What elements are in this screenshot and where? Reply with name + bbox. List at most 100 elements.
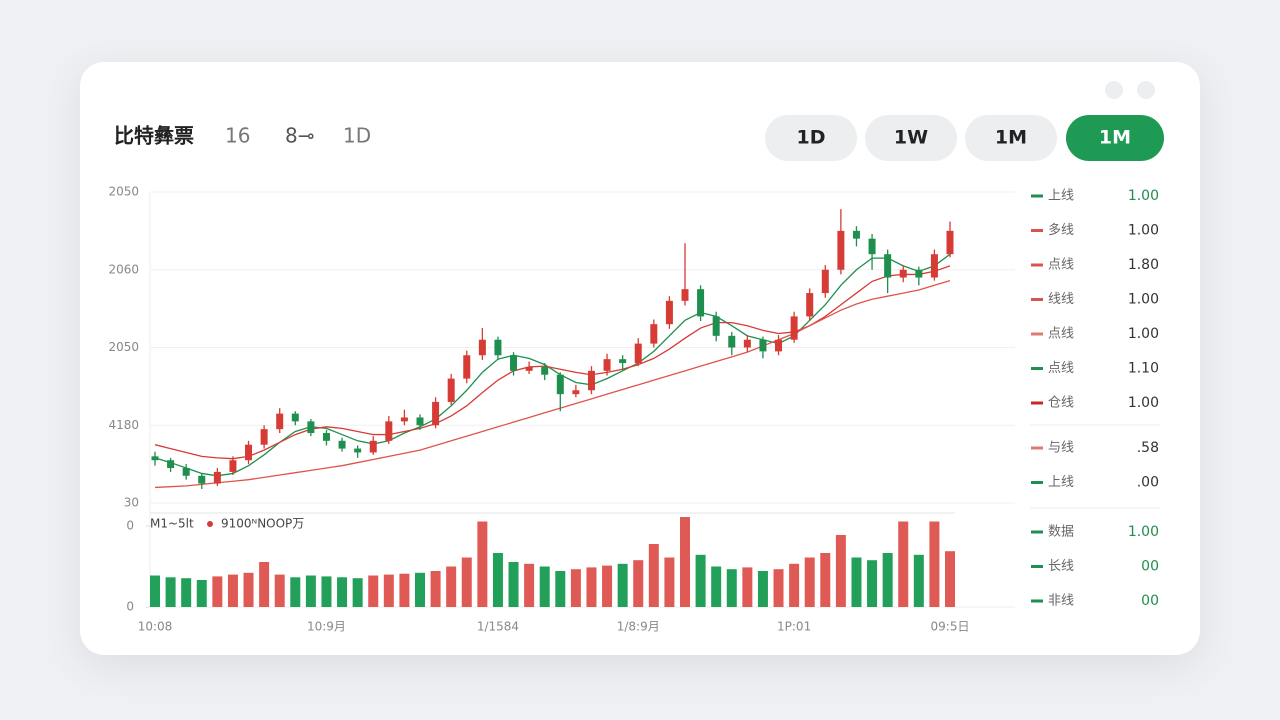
- volume-bar: [290, 577, 301, 607]
- candle-body: [400, 417, 408, 422]
- volume-bar: [757, 571, 768, 607]
- legend-name: 点线: [1048, 361, 1074, 376]
- volume-bar: [664, 557, 675, 607]
- volume-bar: [399, 573, 410, 607]
- volume-bar: [477, 521, 488, 607]
- legend-name: 上线: [1048, 189, 1074, 204]
- x-tick-label: 1P:01: [777, 620, 811, 634]
- ma-line: [154, 280, 951, 489]
- volume-bar: [586, 567, 597, 607]
- volume-legend: M1~5lt: [150, 517, 194, 531]
- volume-bar: [508, 562, 519, 607]
- legend-value: 1.00: [1128, 223, 1159, 239]
- legend-name: 数据: [1048, 525, 1074, 540]
- candle-body: [494, 339, 502, 356]
- legend-name: 点线: [1048, 327, 1074, 342]
- volume-bar: [446, 566, 457, 607]
- volume-bar: [648, 544, 659, 607]
- candle-body: [307, 421, 315, 434]
- candle-body: [447, 378, 455, 402]
- tab-label[interactable]: 1D: [797, 127, 826, 149]
- candle-body: [821, 269, 829, 294]
- candle-body: [260, 429, 268, 445]
- volume-bar: [305, 575, 316, 607]
- y-tick-label: 4180: [108, 418, 139, 432]
- volume-bar: [196, 580, 207, 607]
- legend-value: 1.80: [1128, 257, 1159, 273]
- candle-body: [276, 413, 284, 430]
- legend-name: 多线: [1048, 222, 1074, 238]
- candle-body: [416, 417, 424, 426]
- volume-bar: [243, 572, 254, 607]
- volume-bar: [539, 566, 550, 607]
- volume-bar: [820, 553, 831, 607]
- candle-body: [167, 460, 175, 469]
- candle-body: [790, 316, 798, 340]
- legend-value: 00: [1141, 559, 1159, 575]
- candle-body: [245, 444, 253, 461]
- x-tick-label: 1/8:9月: [617, 620, 660, 634]
- volume-bar: [789, 563, 800, 607]
- volume-bar: [617, 563, 628, 607]
- legend-name: 上线: [1048, 475, 1074, 490]
- volume-tick-label: 0: [126, 600, 134, 614]
- volume-bar: [570, 569, 581, 607]
- volume-bar: [461, 557, 472, 607]
- candle-body: [541, 366, 549, 375]
- legend-value: 1.00: [1128, 326, 1159, 342]
- y-tick-label: 30: [124, 496, 139, 510]
- tab-button[interactable]: [965, 115, 1057, 161]
- ma-line: [154, 265, 951, 460]
- window-dot: [1137, 81, 1155, 99]
- tab-label[interactable]: 1M: [1099, 127, 1131, 149]
- candle-body: [354, 448, 362, 453]
- candle-body: [681, 289, 689, 301]
- tab-label[interactable]: 1M: [995, 127, 1027, 149]
- candle-body: [837, 230, 845, 270]
- volume-bar: [181, 578, 192, 607]
- x-tick-label: 10:08: [138, 620, 173, 634]
- volume-bar: [633, 560, 644, 607]
- volume-bar: [695, 554, 706, 607]
- candle-body: [572, 390, 580, 395]
- tab-button[interactable]: [865, 115, 957, 161]
- legend-value: 00: [1141, 593, 1159, 609]
- legend-name: 非线: [1048, 594, 1074, 609]
- candle-body: [743, 339, 751, 348]
- candle-body: [587, 370, 595, 391]
- tab-label[interactable]: 1W: [894, 127, 928, 149]
- tab-button[interactable]: [765, 115, 857, 161]
- candle-body: [463, 355, 471, 379]
- window-dot: [1105, 81, 1123, 99]
- title: 比特彝票: [114, 124, 194, 148]
- legend-name: 长线: [1048, 559, 1074, 574]
- volume-bar: [165, 577, 176, 607]
- volume-bar: [602, 565, 613, 607]
- candle-body: [946, 230, 954, 255]
- candle-body: [369, 440, 377, 453]
- volume-bar: [337, 577, 348, 607]
- candle-body: [884, 254, 892, 278]
- legend-name: 与线: [1048, 441, 1074, 456]
- header-item: 16: [225, 124, 250, 148]
- candle-body: [291, 413, 299, 422]
- candle-body: [338, 440, 346, 449]
- legend-value: .00: [1137, 475, 1159, 491]
- y-tick-label: 2060: [108, 262, 139, 276]
- volume-bar: [212, 576, 223, 607]
- volume-bar: [555, 571, 566, 607]
- volume-bar: [680, 517, 690, 607]
- candle-body: [229, 460, 237, 472]
- candle-body: [556, 374, 564, 395]
- candle-body: [650, 324, 658, 344]
- candle-body: [806, 293, 814, 317]
- legend-value: 1.00: [1128, 395, 1159, 411]
- candle-body: [213, 471, 221, 484]
- candle-body: [759, 339, 767, 352]
- volume-bar: [835, 535, 846, 607]
- volume-bar: [913, 554, 924, 607]
- tab-button[interactable]: [1066, 115, 1164, 161]
- volume-bar: [898, 521, 909, 607]
- candle-body: [697, 289, 705, 317]
